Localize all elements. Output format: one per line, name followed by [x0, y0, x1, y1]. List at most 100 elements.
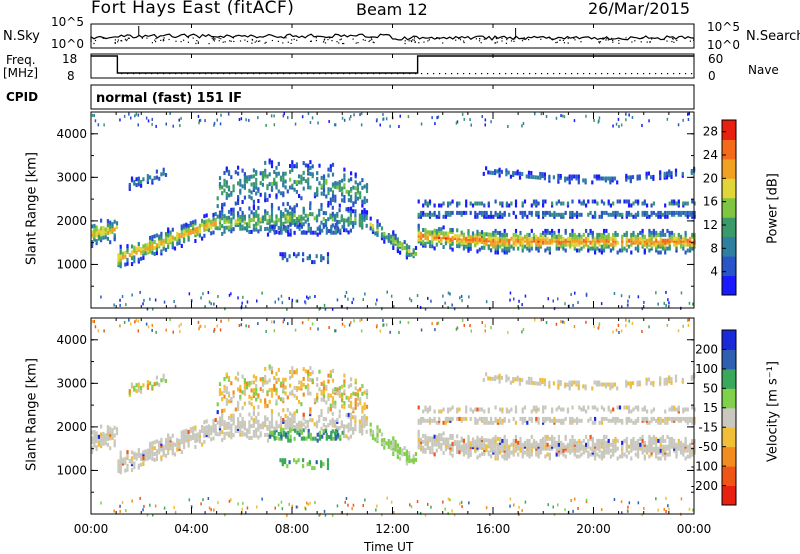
velocity-cell: [203, 426, 206, 431]
power-cell: [113, 227, 116, 232]
power-cell: [551, 232, 554, 237]
velocity-speckle: [324, 513, 327, 517]
velocity-cell: [428, 405, 432, 410]
power-speckle: [540, 112, 543, 116]
power-cell: [499, 238, 502, 243]
power-cell: [487, 244, 490, 249]
power-speckle: [204, 119, 206, 123]
velocity-cell: [309, 410, 312, 415]
power-cell: [275, 193, 278, 198]
power-cell: [305, 230, 308, 235]
power-cell: [300, 214, 303, 219]
power-speckle: [217, 295, 219, 298]
velocity-cell: [252, 374, 255, 379]
velocity-cell: [234, 407, 237, 412]
velocity-cell: [302, 382, 305, 387]
velocity-cell: [666, 420, 669, 425]
power-cell: [508, 203, 511, 208]
velocity-cell: [589, 452, 592, 457]
velocity-cell: [259, 398, 262, 403]
velocity-cell: [298, 380, 301, 385]
power-cell: [634, 199, 637, 204]
velocity-speckle: [570, 499, 572, 502]
power-cell: [225, 215, 228, 220]
velocity-cell: [176, 437, 179, 442]
velocity-cell: [485, 448, 488, 453]
nave-dot: [535, 73, 537, 75]
power-cell: [326, 256, 330, 261]
power-cell: [535, 199, 538, 204]
power-cell: [295, 162, 298, 167]
power-cell: [521, 244, 524, 249]
velocity-cell: [241, 390, 244, 395]
velocity-cell: [291, 417, 294, 422]
power-speckle: [257, 116, 259, 120]
power-cell: [670, 175, 673, 179]
velocity-cell: [354, 378, 357, 383]
power-cell: [230, 175, 233, 180]
velocity-cell: [155, 453, 158, 458]
power-cell: [361, 209, 364, 214]
power-cell: [614, 210, 617, 215]
velocity-cell: [380, 438, 384, 443]
velocity-cell: [302, 422, 305, 427]
power-cell: [483, 210, 486, 215]
power-cell: [216, 214, 219, 219]
power-cell: [203, 220, 206, 225]
velocity-cell: [657, 438, 660, 443]
velocity-cell: [320, 426, 323, 431]
velocity-cell: [603, 440, 606, 445]
power-cell: [485, 232, 488, 237]
nsearch-dot: [146, 37, 148, 39]
velocity-cell: [171, 447, 174, 452]
power-cell: [180, 230, 183, 235]
velocity-cell: [668, 416, 671, 421]
velocity-cell: [645, 377, 648, 382]
velocity-cell: [571, 405, 574, 410]
velocity-cell: [109, 426, 112, 431]
velocity-cell: [684, 416, 687, 421]
power-speckle: [281, 301, 284, 305]
nave-dot: [337, 73, 339, 75]
velocity-cell: [311, 418, 314, 423]
velocity-cell: [648, 434, 651, 439]
velocity-cell: [291, 389, 294, 394]
power-cell: [467, 229, 470, 234]
nsearch-dot: [257, 40, 260, 42]
power-cell: [462, 246, 465, 251]
velocity-cell: [460, 436, 463, 441]
velocity-cell: [458, 407, 461, 412]
power-cell: [462, 232, 465, 237]
velocity-cell: [532, 444, 536, 449]
power-cell: [284, 252, 287, 257]
power-cell: [100, 236, 103, 241]
velocity-speckle: [518, 505, 520, 509]
power-cell: [571, 210, 574, 215]
power-cell: [295, 220, 298, 225]
power-cell: [490, 248, 493, 253]
velocity-cell: [300, 430, 303, 435]
power-cell: [167, 245, 170, 249]
velocity-cell: [469, 416, 472, 421]
power-cell: [403, 246, 406, 250]
power-cell: [501, 201, 504, 206]
velocity-cell: [600, 450, 603, 455]
power-cell: [693, 238, 696, 243]
velocity-cell: [354, 398, 357, 403]
velocity-cell: [670, 436, 674, 441]
velocity-cell: [496, 375, 499, 380]
power-cell: [307, 222, 310, 227]
velocity-cell: [270, 391, 274, 396]
power-cell: [250, 182, 253, 187]
power-cell: [442, 245, 445, 249]
power-cell: [155, 233, 158, 238]
velocity-cell: [512, 416, 515, 421]
velocity-cell: [291, 413, 294, 418]
velocity-cell: [474, 416, 477, 421]
velocity-cell: [95, 445, 98, 450]
power-speckle: [626, 303, 629, 307]
power-cell: [587, 232, 590, 237]
velocity-cell: [451, 416, 454, 421]
power-cell: [607, 176, 610, 181]
velocity-cell: [514, 377, 517, 382]
